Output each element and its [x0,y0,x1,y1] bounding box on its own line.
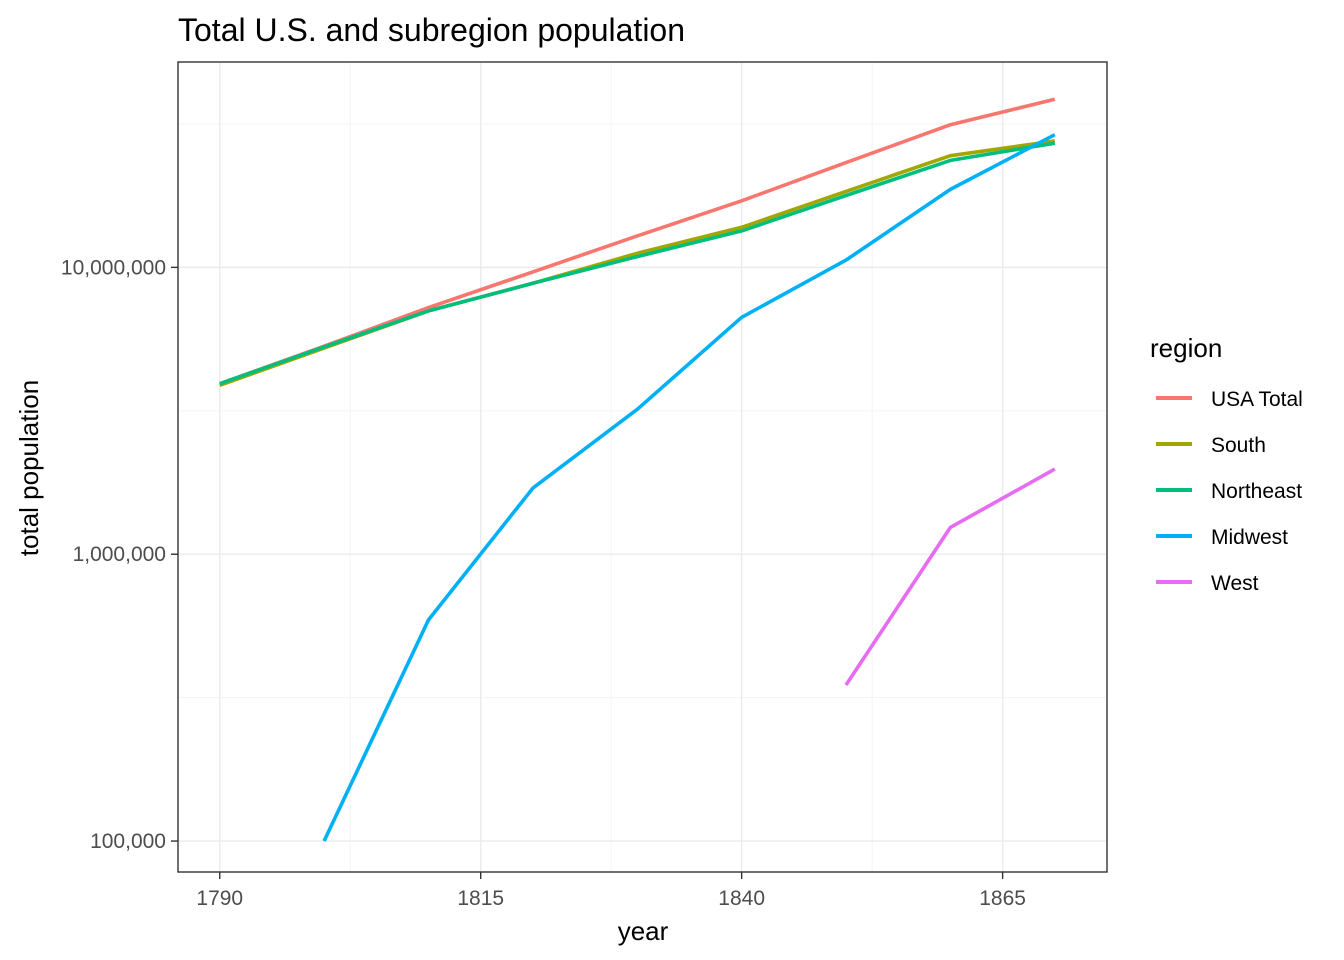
legend-label: South [1211,434,1266,457]
series-line-south [219,139,1056,387]
series-line-northeast [219,141,1056,386]
y-axis: 100,000 1,000,000 10,000,000 [61,256,178,853]
series-line-west [844,467,1056,686]
panel-border [177,61,1108,873]
legend: region USA Total South Northeast Midwest Wes… [1150,333,1303,595]
legend-label: USA Total [1211,388,1303,411]
legend-label: Midwest [1211,526,1288,549]
legend-label: West [1211,572,1259,595]
plot-panel [177,61,1108,873]
y-tick-label: 10,000,000 [61,256,166,279]
x-axis: 1790 1815 1840 1865 [196,872,1026,910]
x-tick-label: 1815 [457,887,504,910]
legend-label: Northeast [1211,480,1302,503]
chart-title: Total U.S. and subregion population [178,12,685,48]
y-tick-label: 100,000 [90,830,166,853]
series-line-midwest [322,133,1056,842]
y-tick-label: 1,000,000 [73,543,166,566]
y-axis-title: total population [14,380,44,556]
x-tick-label: 1790 [196,887,243,910]
x-axis-title: year [618,916,669,946]
x-tick-label: 1865 [979,887,1026,910]
x-tick-label: 1840 [718,887,765,910]
legend-title: region [1150,333,1222,363]
